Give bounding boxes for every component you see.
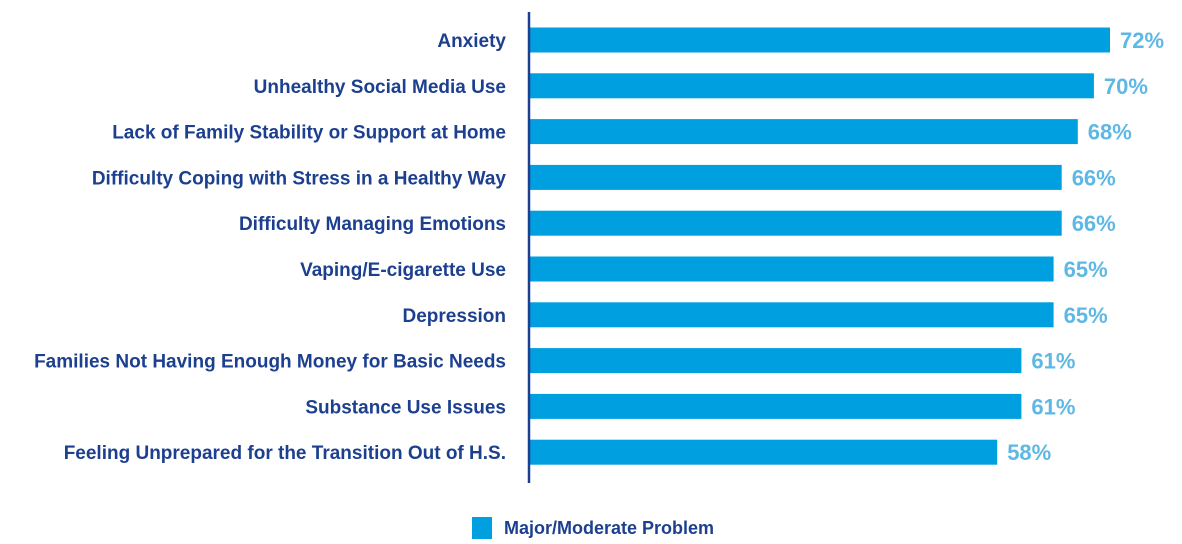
value-label: 68% [1088, 120, 1132, 145]
bars-layer [530, 27, 1110, 465]
category-label: Families Not Having Enough Money for Bas… [34, 352, 506, 373]
category-label: Depression [403, 306, 506, 327]
bar [530, 302, 1054, 328]
bar [530, 348, 1022, 374]
value-label: 65% [1064, 303, 1108, 328]
value-label: 65% [1064, 257, 1108, 282]
bar [530, 256, 1054, 282]
bar [530, 119, 1078, 145]
category-label: Feeling Unprepared for the Transition Ou… [64, 443, 506, 464]
category-label: Difficulty Coping with Stress in a Healt… [92, 168, 507, 189]
value-label: 72% [1120, 28, 1164, 53]
bar [530, 210, 1062, 236]
category-label: Anxiety [437, 31, 506, 52]
bar [530, 27, 1110, 53]
category-label: Difficulty Managing Emotions [239, 214, 506, 235]
legend: Major/Moderate Problem [472, 517, 714, 539]
category-label: Lack of Family Stability or Support at H… [112, 123, 506, 144]
bar [530, 73, 1094, 99]
value-labels: 72% 70% 68% 66% 66% 65% 65% 61% 61% 58% [1007, 28, 1164, 465]
bar [530, 393, 1022, 419]
value-label: 58% [1007, 440, 1051, 465]
value-label: 61% [1031, 394, 1075, 419]
category-labels: Anxiety Unhealthy Social Media Use Lack of… [34, 31, 506, 464]
category-label: Substance Use Issues [305, 397, 506, 418]
bar [530, 439, 998, 465]
value-label: 61% [1031, 349, 1075, 374]
legend-label: Major/Moderate Problem [504, 518, 714, 538]
value-label: 66% [1072, 165, 1116, 190]
value-label: 66% [1072, 211, 1116, 236]
category-label: Vaping/E-cigarette Use [300, 260, 506, 281]
legend-swatch [472, 517, 492, 539]
category-label: Unhealthy Social Media Use [254, 77, 506, 98]
value-label: 70% [1104, 74, 1148, 99]
bar [530, 164, 1062, 190]
